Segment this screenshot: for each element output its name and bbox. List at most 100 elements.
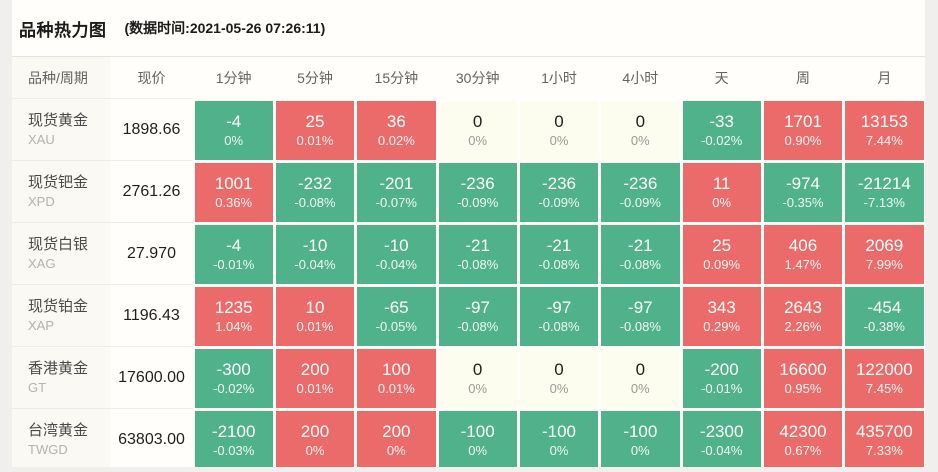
instrument-cell[interactable]: 现货黄金 XAU [12, 99, 110, 161]
heat-cell-wrapper: -232 -0.08% [274, 161, 355, 223]
heat-cell: 200 0.01% [275, 348, 355, 408]
change-percent: -0.01% [213, 256, 255, 272]
change-percent: 0.29% [703, 318, 741, 334]
heat-cell-wrapper: 25 0.01% [274, 99, 355, 161]
heat-cell-wrapper: -21 -0.08% [437, 223, 518, 285]
change-percent: 0.02% [377, 132, 415, 148]
change-value: 11 [712, 173, 731, 193]
heat-cell-wrapper: 25 0.09% [681, 223, 762, 285]
change-percent: -0.38% [863, 318, 905, 334]
change-value: 0 [635, 111, 646, 131]
instrument-symbol: TWGD [28, 442, 68, 458]
heat-cell: -2100 -0.03% [194, 410, 273, 467]
heat-cell: 10 0.01% [275, 286, 355, 346]
table-row: 台湾黄金 TWGD 63803.00 -2100 -0.03% 200 0% 200 0% -10… [12, 409, 925, 467]
heat-cell: -65 -0.05% [357, 286, 436, 346]
price-cell: 2761.26 [110, 161, 193, 223]
change-percent: 0.90% [784, 132, 822, 148]
change-value: -236 [460, 173, 495, 193]
heat-cell-wrapper: -97 -0.08% [437, 285, 518, 347]
heat-cell-wrapper: -2100 -0.03% [193, 409, 274, 467]
change-value: 0 [554, 359, 564, 379]
heat-cell: 1235 1.04% [194, 286, 273, 346]
heat-cell-wrapper: 0 0% [518, 347, 599, 409]
heat-cell-wrapper: 0 0% [518, 99, 599, 161]
change-value: -200 [704, 359, 739, 379]
panel-header: 品种热力图 (数据时间:2021-05-26 07:26:11) [12, 0, 925, 57]
table-row: 现货钯金 XPD 2761.26 1001 0.36% -232 -0.08% -201 -0.… [12, 161, 925, 223]
change-percent: -0.04% [294, 256, 336, 272]
change-percent: 0% [549, 380, 569, 396]
change-percent: 0.36% [215, 194, 253, 210]
heat-cell: 42300 0.67% [763, 410, 843, 467]
heat-cell-wrapper: 435700 7.33% [844, 409, 925, 467]
heat-cell-wrapper: 100 0.01% [356, 347, 437, 409]
heat-cell-wrapper: 42300 0.67% [762, 409, 843, 467]
heat-cell: 200 0% [357, 410, 436, 467]
change-percent: 0% [549, 132, 569, 148]
instrument-cell[interactable]: 香港黄金 GT [12, 347, 110, 409]
instrument-symbol: XAU [28, 132, 55, 148]
heat-cell-wrapper: 0 0% [600, 347, 681, 409]
heat-cell: 25 0.01% [275, 100, 355, 160]
instrument-name: 现货黄金 [28, 111, 89, 129]
change-percent: -0.09% [538, 194, 580, 210]
change-value: 0 [635, 359, 646, 379]
heat-cell: -4 0% [194, 100, 273, 160]
heat-cell: -21 -0.08% [601, 224, 680, 284]
heat-cell-wrapper: -100 0% [600, 409, 681, 467]
heat-cell: -4 -0.01% [194, 224, 273, 284]
table-body: 现货黄金 XAU 1898.66 -4 0% 25 0.01% 36 0.02% 0 0% 0 0% 0 0… [12, 99, 925, 467]
heat-cell: -236 -0.09% [519, 162, 599, 222]
change-value: -21 [546, 235, 572, 255]
change-percent: 0.01% [296, 132, 334, 148]
change-percent: 0.09% [703, 256, 741, 272]
instrument-cell[interactable]: 台湾黄金 TWGD [12, 409, 110, 467]
change-value: -97 [546, 297, 572, 317]
data-timestamp: (数据时间:2021-05-26 07:26:11) [124, 20, 326, 36]
column-header-period: 天 [714, 70, 729, 86]
heat-cell: -10 -0.04% [275, 224, 355, 284]
change-percent: -0.07% [375, 194, 417, 210]
instrument-cell[interactable]: 现货白银 XAG [12, 223, 110, 285]
change-percent: 0% [305, 442, 325, 458]
instrument-symbol: XAG [28, 256, 56, 272]
heat-cell: -21 -0.08% [519, 224, 599, 284]
heat-cell: 0 0% [438, 348, 517, 408]
heat-cell: -97 -0.08% [519, 286, 599, 346]
change-percent: -0.08% [457, 256, 499, 272]
heat-cell-wrapper: -2300 -0.04% [681, 409, 762, 467]
instrument-name: 现货钯金 [28, 173, 89, 191]
change-value: -4 [226, 111, 242, 131]
instrument-name: 现货白银 [28, 235, 89, 253]
heat-cell-wrapper: 1701 0.90% [762, 99, 843, 161]
heat-cell-wrapper: -10 -0.04% [356, 223, 437, 285]
instrument-cell[interactable]: 现货钯金 XPD [12, 161, 110, 223]
heat-cell: -974 -0.35% [763, 162, 843, 222]
change-value: -236 [623, 173, 658, 193]
change-value: 0 [472, 359, 483, 379]
change-value: 16600 [779, 359, 827, 379]
heat-cell-wrapper: -65 -0.05% [356, 285, 437, 347]
change-value: -33 [709, 111, 734, 131]
instrument-name: 香港黄金 [28, 359, 89, 377]
change-value: -232 [297, 173, 332, 193]
change-value: 435700 [855, 421, 913, 441]
change-value: -2100 [211, 421, 256, 441]
instrument-cell[interactable]: 现货铂金 XAP [12, 285, 110, 347]
heat-cell: 406 1.47% [763, 224, 843, 284]
change-value: -974 [785, 173, 820, 193]
heat-cell-wrapper: -10 -0.04% [274, 223, 355, 285]
column-header-instrument: 品种/周期 [12, 57, 110, 99]
heat-cell-wrapper: -201 -0.07% [356, 161, 437, 223]
instrument-name: 台湾黄金 [28, 421, 89, 439]
change-percent: -0.35% [782, 194, 824, 210]
heat-cell-wrapper: -236 -0.09% [600, 161, 681, 223]
change-value: -2300 [699, 421, 744, 441]
change-value: -21214 [857, 173, 911, 193]
heat-cell-wrapper: 200 0% [356, 409, 437, 467]
change-percent: 1.47% [784, 256, 822, 272]
heat-cell-wrapper: 13153 7.44% [844, 99, 925, 161]
heat-cell: -236 -0.09% [438, 162, 517, 222]
change-value: 2069 [865, 235, 904, 255]
